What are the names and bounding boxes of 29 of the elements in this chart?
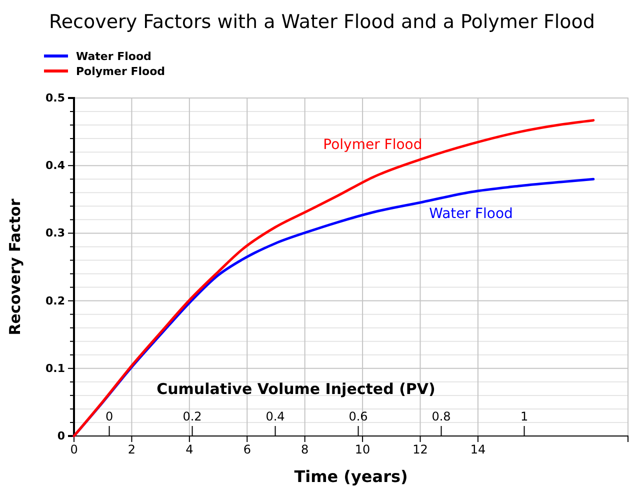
y-tick-label: 0 <box>57 430 66 443</box>
chart-title: Recovery Factors with a Water Flood and a Polymer Flood <box>49 11 595 33</box>
x-tick-label: 12 <box>412 442 428 457</box>
x2-tick-label: 0.2 <box>182 410 202 424</box>
x-tick-label: 8 <box>301 442 309 457</box>
y-tick-label: 0.2 <box>46 294 65 308</box>
x2-tick-label: 1 <box>520 410 528 424</box>
x2-tick-label: 0 <box>105 410 114 424</box>
x-tick-label: 4 <box>186 442 194 457</box>
x2-tick-label: 0.4 <box>266 410 285 424</box>
x-tick-label: 0 <box>70 442 78 457</box>
legend-label: Polymer Flood <box>76 64 166 78</box>
y-tick-label: 0.5 <box>46 92 65 105</box>
x-tick-label: 6 <box>243 442 251 457</box>
x-tick-label: 2 <box>128 442 136 457</box>
legend-label: Water Flood <box>76 50 152 63</box>
line-series <box>72 119 595 438</box>
x-tick-label: 10 <box>354 442 370 457</box>
x-axis-title: Time (years) <box>294 467 408 486</box>
y-tick-label: 0.4 <box>46 159 66 172</box>
x2-axis-title: Cumulative Volume Injected (PV) <box>156 380 436 398</box>
y-tick-label: 0.1 <box>46 362 65 375</box>
x-tick-label: 14 <box>470 442 486 457</box>
text: Polymer Flood <box>323 136 422 153</box>
y-axis-title: Recovery Factor <box>6 198 24 336</box>
x2-tick-label: 0.8 <box>432 410 451 424</box>
y-tick-label: 0.3 <box>46 226 65 240</box>
text: Water Flood <box>429 206 513 222</box>
x2-tick-label: 0.6 <box>348 410 368 424</box>
